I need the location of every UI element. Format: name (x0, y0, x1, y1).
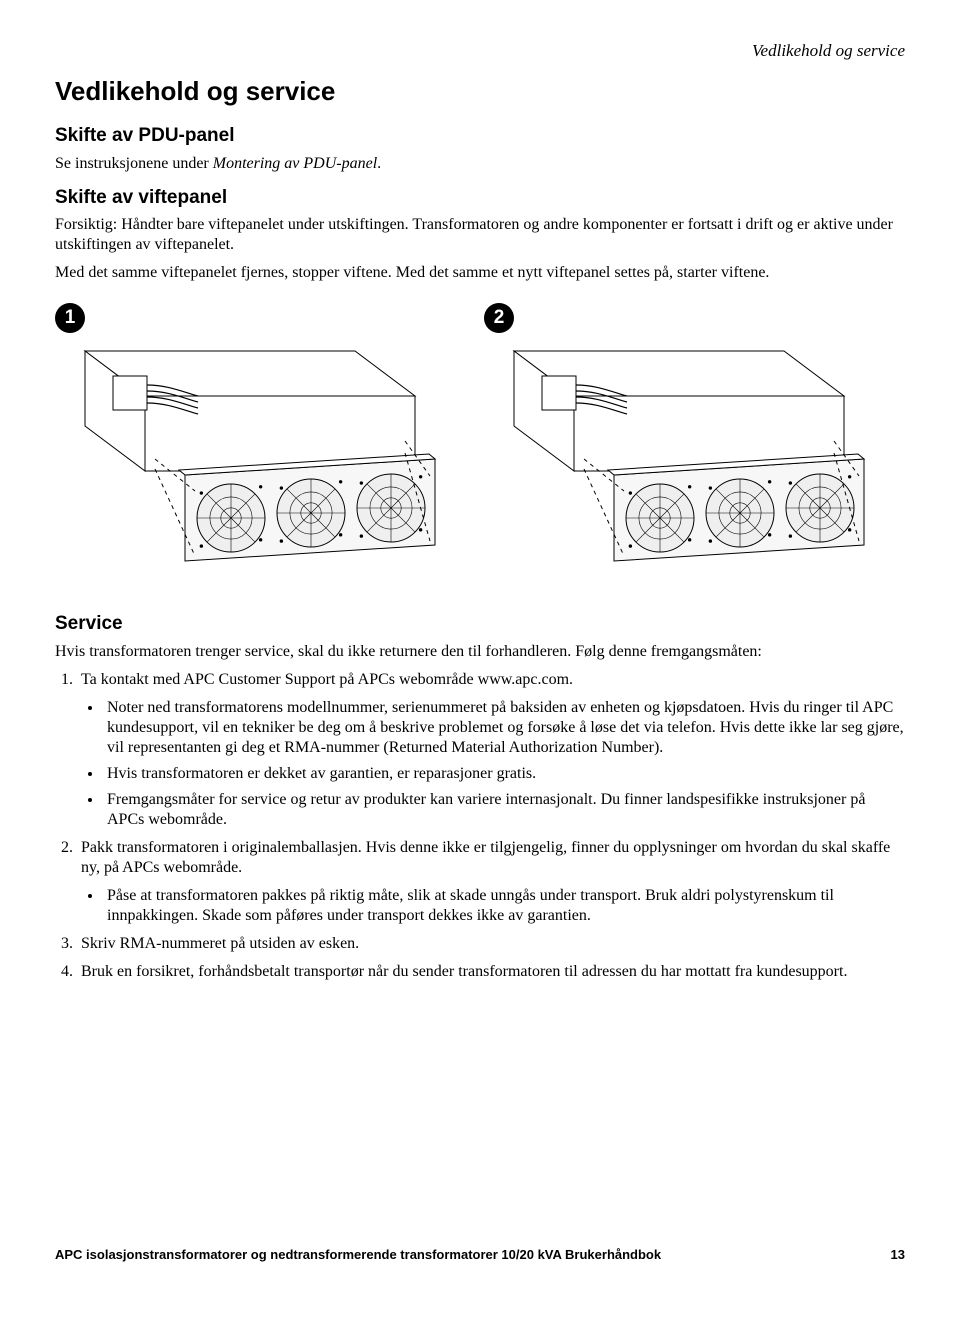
figure-2-diagram (484, 341, 889, 582)
footer-text: APC isolasjonstransformatorer og nedtran… (55, 1247, 661, 1263)
figure-2: 2 (484, 303, 889, 582)
service-intro: Hvis transformatoren trenger service, sk… (55, 642, 905, 662)
figure-2-badge: 2 (484, 303, 514, 333)
footer-page-number: 13 (891, 1247, 905, 1263)
figure-1-badge: 1 (55, 303, 85, 333)
service-step-3: Skriv RMA-nummeret på utsiden av esken. (77, 934, 905, 954)
service-bullet-4: Påse at transformatoren pakkes på riktig… (103, 886, 905, 926)
page-footer: APC isolasjonstransformatorer og nedtran… (55, 1247, 905, 1263)
running-header: Vedlikehold og service (55, 40, 905, 61)
figure-row: 1 2 (55, 303, 905, 582)
heading-pdu: Skifte av PDU-panel (55, 124, 905, 148)
pdu-text-a: Se instruksjonene under (55, 155, 213, 172)
service-step-4: Bruk en forsikret, forhåndsbetalt transp… (77, 962, 905, 982)
figure-1-diagram (55, 341, 460, 582)
fanpanel-note: Med det samme viftepanelet fjernes, stop… (55, 263, 905, 283)
service-bullet-3: Fremgangsmåter for service og retur av p… (103, 790, 905, 830)
heading-service: Service (55, 612, 905, 636)
service-step-2: Pakk transformatoren i originalemballasj… (77, 838, 905, 878)
figure-1: 1 (55, 303, 460, 582)
page-title: Vedlikehold og service (55, 75, 905, 108)
heading-fanpanel: Skifte av viftepanel (55, 186, 905, 210)
service-bullet-1: Noter ned transformatorens modellnummer,… (103, 698, 905, 758)
pdu-text-c: . (377, 155, 381, 172)
service-bullet-2: Hvis transformatoren er dekket av garant… (103, 764, 905, 784)
pdu-paragraph: Se instruksjonene under Montering av PDU… (55, 154, 905, 174)
pdu-text-b: Montering av PDU-panel (213, 155, 377, 172)
service-step-1: Ta kontakt med APC Customer Support på A… (77, 670, 905, 690)
fanpanel-caution: Forsiktig: Håndter bare viftepanelet und… (55, 215, 905, 255)
